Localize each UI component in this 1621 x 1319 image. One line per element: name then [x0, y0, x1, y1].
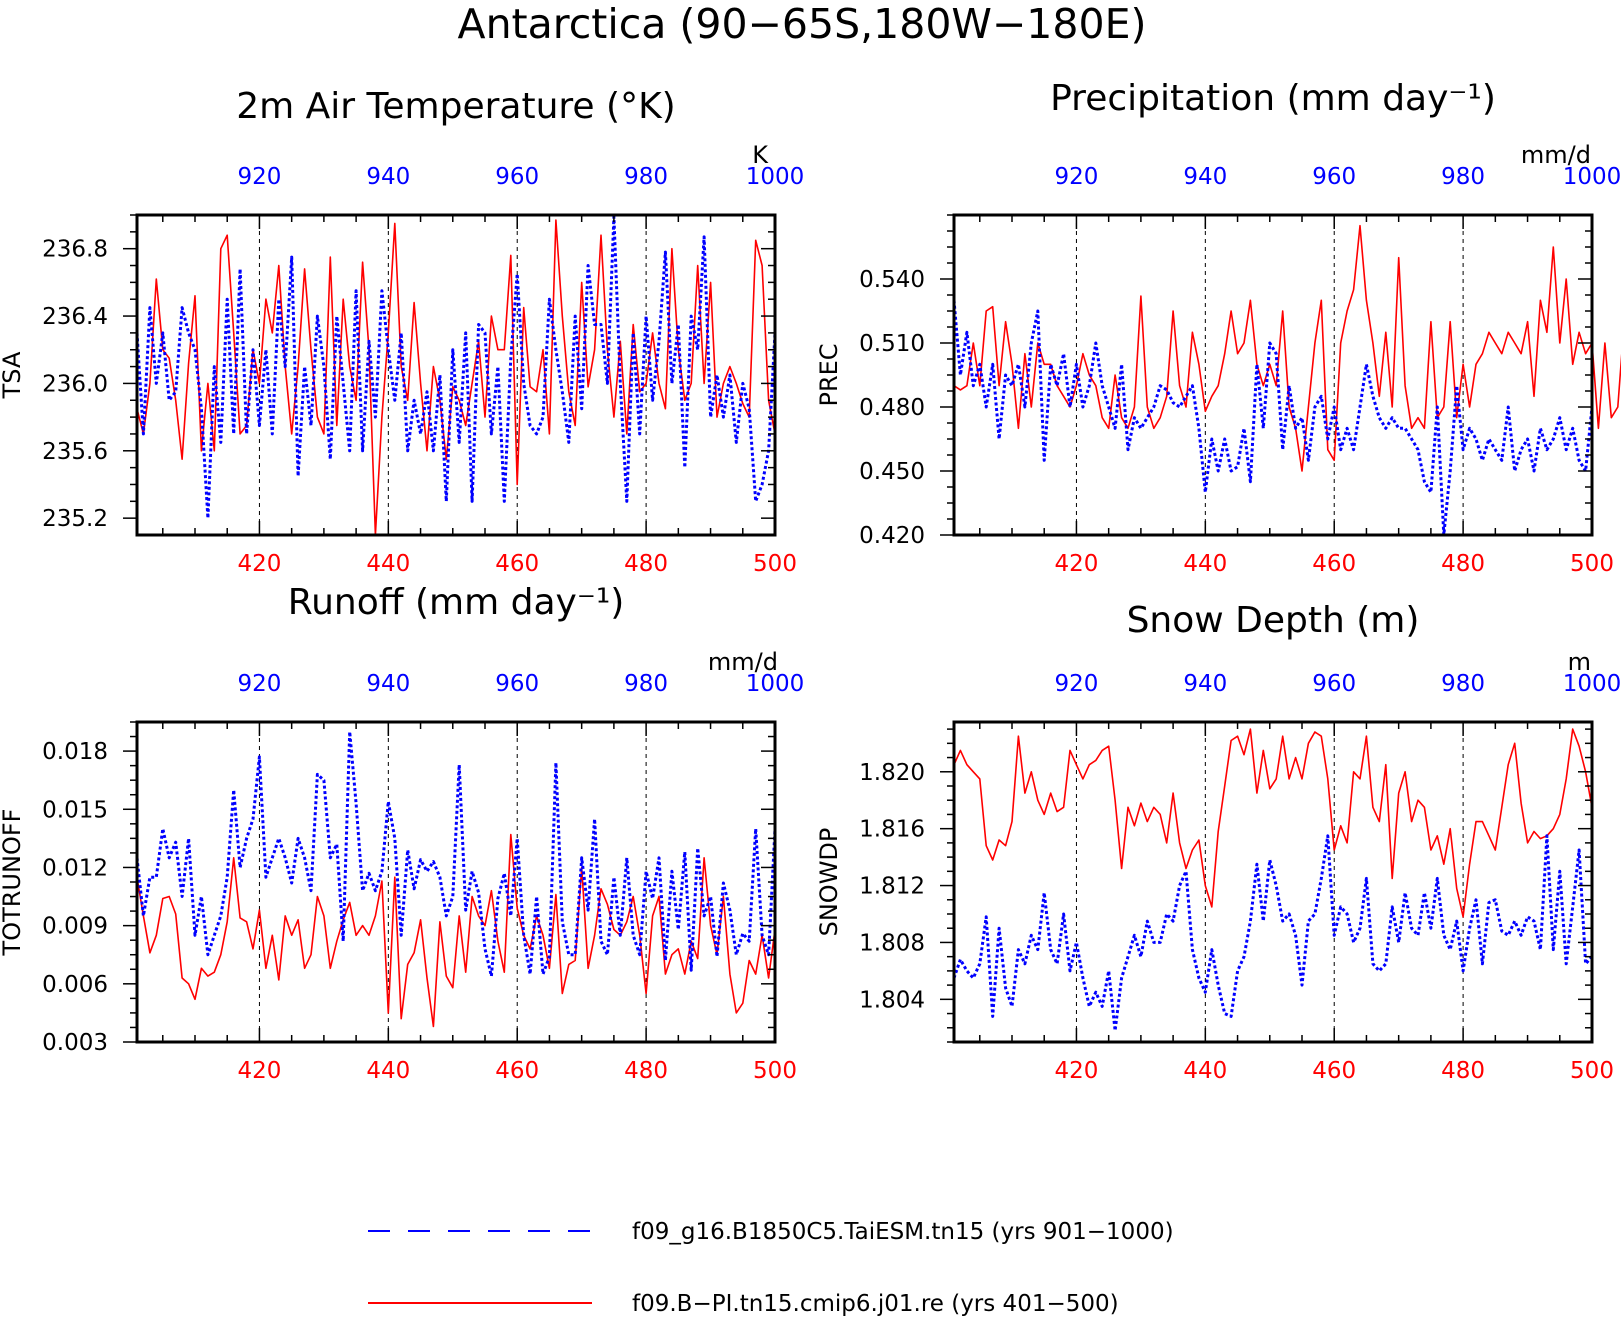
top-tick-label: 920	[1054, 164, 1098, 190]
bottom-tick-label: 500	[1570, 1058, 1614, 1084]
panel-title: Snow Depth (m)	[1127, 600, 1420, 641]
top-tick-label: 980	[624, 671, 668, 697]
top-tick-label: 940	[1183, 164, 1227, 190]
y-tick-label: 0.018	[42, 739, 108, 765]
top-tick-label: 960	[1312, 164, 1356, 190]
top-tick-label: 960	[495, 671, 539, 697]
top-tick-label: 1000	[746, 164, 805, 190]
plot-frame	[135, 720, 777, 1044]
y-tick-label: 1.812	[859, 874, 925, 900]
y-tick-label: 1.804	[859, 987, 925, 1013]
top-tick-label: 980	[1441, 671, 1485, 697]
bottom-tick-label: 420	[1054, 1058, 1098, 1084]
panel-title: Runoff (mm day⁻¹)	[288, 582, 625, 623]
bottom-tick-label: 420	[1054, 551, 1098, 577]
y-axis-label: SNOWDP	[815, 828, 843, 937]
top-tick-label: 960	[495, 164, 539, 190]
figure-title: Antarctica (90−65S,180W−180E)	[458, 0, 1147, 48]
y-tick-label: 1.820	[859, 760, 925, 786]
top-tick-label: 940	[366, 164, 410, 190]
bottom-tick-label: 500	[753, 551, 797, 577]
y-tick-label: 0.012	[42, 855, 108, 881]
y-tick-label: 0.009	[42, 914, 108, 940]
bottom-tick-label: 440	[1183, 1058, 1227, 1084]
panel-3: Runoff (mm day⁻¹) mm/d 420 440 460 480 500 920 9…	[0, 582, 804, 1084]
y-axis-label: TSA	[0, 351, 26, 399]
y-tick-label: 0.510	[859, 331, 925, 357]
bottom-tick-label: 480	[624, 551, 668, 577]
bottom-tick-label: 460	[495, 1058, 539, 1084]
top-tick-label: 920	[237, 671, 281, 697]
top-tick-label: 1000	[1563, 164, 1621, 190]
legend-label-blue: f09_g16.B1850C5.TaiESM.tn15 (yrs 901−100…	[632, 1219, 1174, 1245]
y-tick-label: 0.480	[859, 395, 925, 421]
series-line-blue	[135, 215, 777, 520]
top-tick-label: 1000	[1563, 671, 1621, 697]
panel-4: Snow Depth (m) m 420 440 460 480 500 920 940 960 9…	[815, 600, 1621, 1084]
y-tick-label: 0.015	[42, 797, 108, 823]
legend: f09_g16.B1850C5.TaiESM.tn15 (yrs 901−100…	[368, 1219, 1174, 1317]
bottom-tick-label: 440	[366, 1058, 410, 1084]
bottom-tick-label: 460	[1312, 1058, 1356, 1084]
top-tick-label: 940	[1183, 671, 1227, 697]
y-tick-label: 1.808	[859, 930, 925, 956]
units-label: m	[1568, 648, 1591, 676]
panel-title: Precipitation (mm day⁻¹)	[1050, 78, 1496, 119]
series-line-red	[953, 728, 1593, 918]
bottom-tick-label: 500	[1570, 551, 1614, 577]
series-line-blue	[952, 300, 1594, 537]
y-tick-label: 0.006	[42, 972, 108, 998]
y-tick-label: 236.8	[42, 237, 108, 263]
y-axis-label: PREC	[815, 343, 843, 406]
y-tick-label: 236.0	[42, 371, 108, 397]
y-tick-label: 0.540	[859, 267, 925, 293]
units-label: K	[752, 141, 769, 169]
units-label: mm/d	[708, 648, 778, 676]
series-line-blue	[952, 834, 1594, 1033]
bottom-tick-label: 440	[1183, 551, 1227, 577]
units-label: mm/d	[1521, 141, 1591, 169]
top-tick-label: 960	[1312, 671, 1356, 697]
bottom-tick-label: 420	[237, 551, 281, 577]
bottom-tick-label: 480	[624, 1058, 668, 1084]
series-line-red	[953, 224, 1621, 472]
top-tick-label: 980	[1441, 164, 1485, 190]
legend-label-red: f09.B−PI.tn15.cmip6.j01.re (yrs 401−500)	[632, 1291, 1119, 1317]
y-tick-label: 235.6	[42, 439, 108, 465]
bottom-tick-label: 460	[1312, 551, 1356, 577]
panels: 2m Air Temperature (°K) K 420 440 460 480 500 9…	[0, 78, 1621, 1084]
y-tick-label: 0.450	[859, 459, 925, 485]
plot-frame	[952, 720, 1594, 1044]
y-tick-label: 0.003	[42, 1030, 108, 1056]
top-tick-label: 920	[1054, 671, 1098, 697]
bottom-tick-label: 480	[1441, 551, 1485, 577]
bottom-tick-label: 420	[237, 1058, 281, 1084]
top-tick-label: 940	[366, 671, 410, 697]
y-axis-label: TOTRUNOFF	[0, 809, 26, 957]
bottom-tick-label: 480	[1441, 1058, 1485, 1084]
series-line-blue	[135, 730, 777, 978]
bottom-tick-label: 500	[753, 1058, 797, 1084]
top-tick-label: 920	[237, 164, 281, 190]
y-tick-label: 236.4	[42, 304, 108, 330]
series-line-red	[136, 833, 776, 1028]
y-tick-label: 1.816	[859, 817, 925, 843]
panel-title: 2m Air Temperature (°K)	[236, 86, 675, 127]
bottom-tick-label: 440	[366, 551, 410, 577]
panel-1: 2m Air Temperature (°K) K 420 440 460 480 500 9…	[0, 86, 804, 577]
y-tick-label: 0.420	[859, 523, 925, 549]
top-tick-label: 980	[624, 164, 668, 190]
panel-2: Precipitation (mm day⁻¹) mm/d 420 440 460 480…	[815, 78, 1621, 577]
bottom-tick-label: 460	[495, 551, 539, 577]
plot-frame	[135, 213, 777, 537]
y-tick-label: 235.2	[42, 506, 108, 532]
top-tick-label: 1000	[746, 671, 805, 697]
